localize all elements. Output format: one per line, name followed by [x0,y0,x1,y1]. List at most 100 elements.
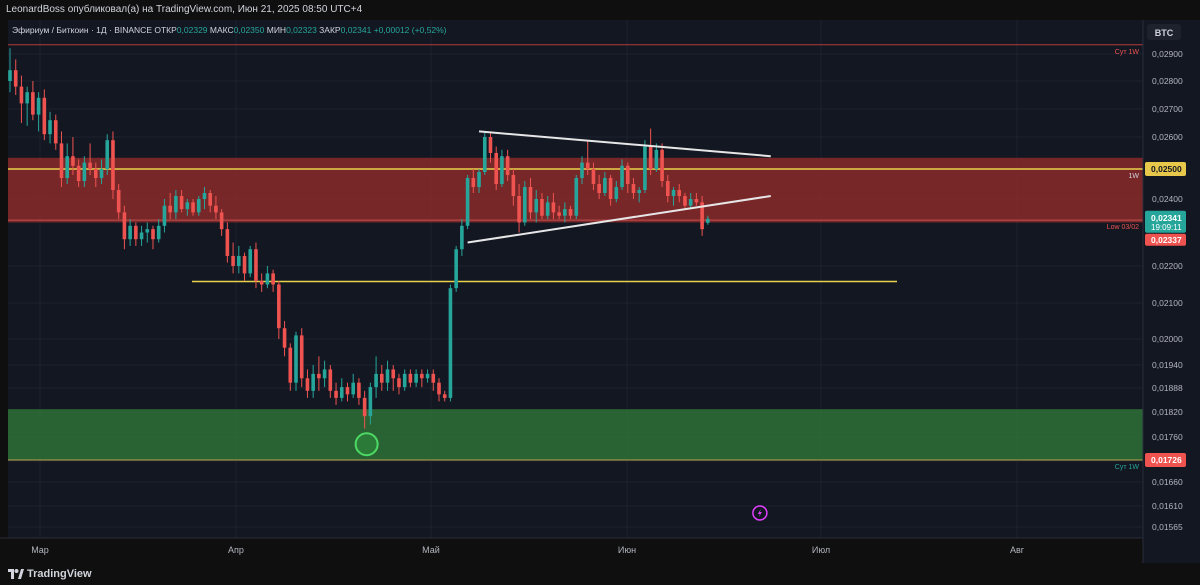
price-label-bottom: 0,01726 [1151,455,1182,465]
candle [128,225,132,240]
price-tick: 0,02700 [1152,104,1183,114]
candle [31,92,35,115]
price-tick: 0,02400 [1152,194,1183,204]
countdown-label: 19:09:11 [1151,223,1182,232]
price-tick: 0,02100 [1152,298,1183,308]
candle [534,199,539,213]
candle [156,225,161,240]
candle [202,193,207,199]
candle [99,169,104,178]
lightning-bolt [757,509,762,517]
candle [322,369,327,379]
candle [357,382,361,398]
candle [391,369,396,379]
candle [82,162,87,181]
level-label: Сут 1W [1115,49,1140,56]
candle [614,187,619,199]
candle [168,205,172,213]
candle [540,199,544,216]
price-axis-background [1143,20,1200,563]
candle [116,190,121,213]
candle [105,140,110,169]
candle [111,140,115,190]
legend-part: 0,02329 [177,25,210,35]
price-tick: 0,02200 [1152,261,1183,271]
candle [185,202,190,210]
candle [597,184,601,193]
candle [545,202,550,216]
price-tick: 0,01820 [1152,407,1183,417]
candle [19,86,24,104]
candle [557,212,561,216]
candle [700,202,704,230]
candle [688,199,693,206]
price-tick: 0,02000 [1152,334,1183,344]
candle [196,199,201,213]
candle [282,328,287,348]
candle [248,249,253,274]
price-tick: 0,01760 [1152,432,1183,442]
candle [277,284,281,329]
price-label-1w: 0,02500 [1151,164,1182,174]
price-tick: 0,01940 [1152,360,1183,370]
candle [13,70,18,87]
candle [494,153,498,184]
lightning-icon [752,505,768,521]
candle [683,196,687,206]
candle [191,202,195,213]
candle [465,178,470,226]
candle [299,335,304,379]
candle [523,187,527,223]
candle [374,373,378,388]
candle [408,373,413,383]
currency-label: BTC [1155,28,1174,38]
candle [528,187,533,213]
candle [380,373,384,383]
legend-part: Эфириум / Биткоин · 1Д · BINANCE [12,25,154,35]
candle [551,202,556,213]
candle [151,229,155,240]
candle [637,190,641,193]
month-label: Авг [1010,545,1025,555]
candle [139,232,144,240]
currency-badge [1147,24,1181,40]
price-tick: 0,02900 [1152,49,1183,59]
candle [385,369,390,383]
candle [580,162,584,178]
candle [145,229,150,233]
candle [305,378,310,391]
candle [585,162,590,169]
month-label: Мар [31,545,49,555]
candle [42,97,47,135]
candle [654,149,659,169]
candle [311,373,315,391]
candle [666,181,670,196]
candle [397,378,401,388]
candle [511,175,516,196]
candle [259,280,264,285]
current-price-bg [1145,210,1186,233]
price-chart[interactable]: Сут 1W 1W Low 03/02 Сут 1W BTC 0,02900 0,02800… [0,20,1200,563]
candle [591,169,596,184]
candle [505,156,510,175]
candles-group [8,48,710,429]
candle [231,255,235,266]
tradingview-logo-icon [8,569,24,579]
trendline-lower [467,195,771,244]
level-label: Сут 1W [1115,464,1140,471]
candle [500,156,504,184]
low-price-bg [1145,233,1186,246]
level-label: Low 03/02 [1107,224,1139,231]
candle [414,373,418,383]
legend-part: МАКС [210,25,234,35]
price-tick: 0,01888 [1152,383,1183,393]
candle [294,335,298,383]
legend-part: 0,02341 [341,25,374,35]
candle [608,178,613,199]
candle [162,205,167,226]
candle [568,209,573,216]
low-price-label: 0,02337 [1151,235,1182,245]
price-tick: 0,01565 [1152,522,1183,532]
month-label: Июл [812,545,830,555]
candle [425,373,430,379]
